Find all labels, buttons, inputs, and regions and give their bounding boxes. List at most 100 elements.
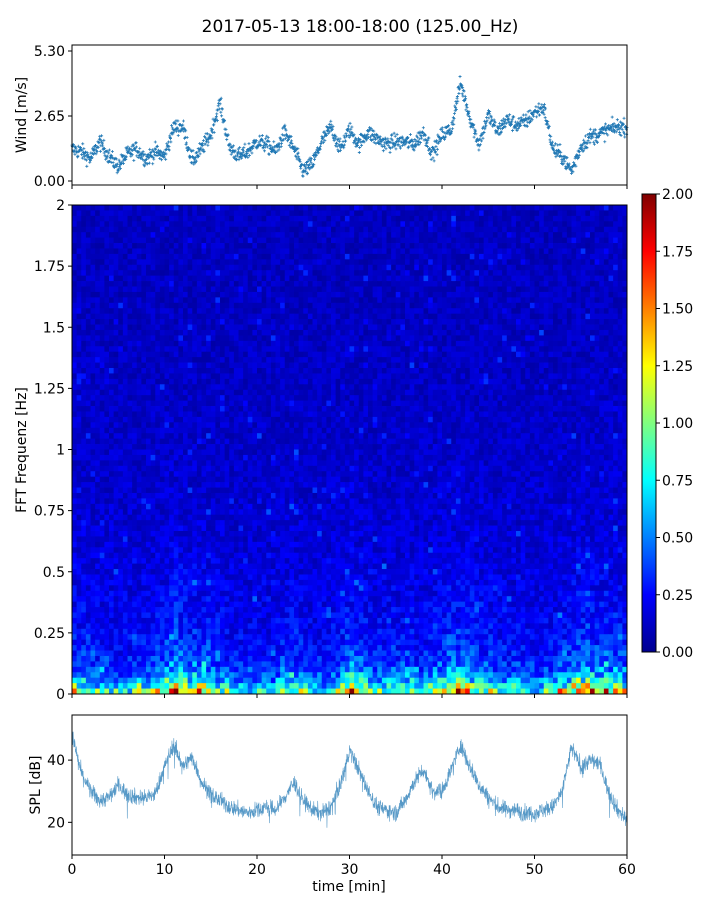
spectrogram-cell	[548, 346, 554, 353]
spectrogram-cell	[548, 243, 554, 249]
spectrogram-cell	[247, 253, 253, 260]
spectrogram-cell	[566, 346, 572, 353]
spectrogram-cell	[363, 351, 369, 358]
spectrogram-cell	[201, 221, 207, 228]
wind-point	[511, 129, 515, 133]
spectrogram-cell	[122, 205, 128, 211]
spectrogram-cell	[169, 259, 175, 266]
spectrogram-cell	[344, 226, 350, 233]
spectrogram-cell	[257, 264, 263, 271]
wind-point	[451, 127, 455, 131]
spectrogram-cell	[109, 275, 115, 282]
spectrogram-cell	[90, 302, 96, 309]
spectrogram-cell	[608, 351, 614, 358]
spectrogram-cell	[321, 329, 327, 336]
spectrogram-cell	[326, 259, 332, 266]
spectrogram-cell	[243, 210, 249, 217]
spectrogram-cell	[136, 329, 142, 336]
spectrogram-cell	[469, 275, 475, 282]
spectrogram-cell	[247, 232, 253, 238]
spectrogram-cell	[118, 210, 124, 217]
spectrogram-cell	[178, 291, 184, 298]
spectrogram-cell	[252, 259, 258, 266]
spectrogram-cell	[344, 286, 350, 293]
spectrogram-cell	[99, 351, 105, 358]
spectrogram-cell	[414, 259, 420, 266]
spectrogram-cell	[576, 324, 582, 331]
spectrogram-cell	[243, 291, 249, 298]
spectrogram-cell	[562, 259, 568, 266]
spectrogram-cell	[229, 253, 235, 260]
spectrogram-cell	[349, 335, 355, 342]
spectrogram-cell	[585, 243, 591, 249]
spectrogram-cell	[307, 253, 313, 260]
spectrogram-cell	[460, 357, 466, 363]
spectrogram-cell	[395, 259, 401, 266]
spectrogram-cell	[539, 329, 545, 336]
spectrogram-cell	[405, 286, 411, 293]
spectrogram-cell	[391, 340, 397, 347]
spectrogram-cell	[141, 329, 147, 336]
spectrogram-cell	[363, 264, 369, 271]
spectrogram-cell	[233, 297, 239, 304]
spectrogram-cell	[562, 237, 568, 244]
spectrogram-cell	[617, 335, 623, 342]
spectrogram-cell	[243, 215, 249, 222]
spectrogram-cell	[95, 221, 101, 228]
spectrogram-cell	[479, 248, 485, 255]
spectrogram-cell	[261, 351, 267, 358]
wind-point	[452, 122, 456, 126]
spectrogram-cell	[183, 210, 189, 217]
spectrogram-cell	[349, 243, 355, 249]
spectrogram-cell	[488, 264, 494, 271]
spectrogram-cell	[590, 291, 596, 298]
spectrogram-cell	[613, 248, 619, 255]
spectrogram-cell	[492, 259, 498, 266]
spectrogram-cell	[280, 264, 286, 271]
spectrogram-cell	[548, 319, 554, 325]
spectrogram-cell	[312, 302, 318, 309]
spectrogram-cell	[613, 291, 619, 298]
spectrogram-cell	[432, 259, 438, 266]
spectrogram-cell	[252, 215, 258, 222]
spectrogram-cell	[81, 357, 87, 363]
spectrogram-cell	[173, 308, 179, 315]
spectrogram-cell	[520, 248, 526, 255]
spectrogram-cell	[446, 291, 452, 298]
spectrogram-cell	[571, 308, 577, 315]
spectrogram-cell	[150, 270, 156, 277]
wind-ylabel: Wind [m/s]	[14, 77, 30, 153]
spectrogram-cell	[442, 319, 448, 325]
spectrogram-cell	[201, 232, 207, 238]
spectrogram-cell	[99, 259, 105, 266]
spectrogram-cell	[284, 319, 290, 325]
spectrogram-cell	[326, 226, 332, 233]
spectrogram-cell	[418, 329, 424, 336]
spectrogram-cell	[599, 210, 605, 217]
spectrogram-cell	[95, 319, 101, 325]
spectrogram-cell	[289, 275, 295, 282]
spectrogram-cell	[529, 329, 535, 336]
spectrogram-cell	[72, 346, 78, 353]
wind-point	[594, 128, 598, 132]
spectrogram-cell	[331, 259, 337, 266]
spectrogram-cell	[280, 357, 286, 363]
spectrogram-cell	[608, 264, 614, 271]
spectrogram-cell	[529, 308, 535, 315]
wind-point	[203, 142, 207, 146]
spectrogram-cell	[169, 205, 175, 211]
spectrogram-cell	[284, 340, 290, 347]
spectrogram-cell	[317, 281, 323, 287]
spectrogram-cell	[118, 346, 124, 353]
spectrogram-cell	[146, 324, 152, 331]
spectrogram-cell	[132, 297, 138, 304]
spectrogram-cell	[594, 357, 600, 363]
spectrogram-cell	[363, 253, 369, 260]
spectrogram-cell	[548, 281, 554, 287]
spectrogram-cell	[238, 357, 244, 363]
spectrogram-cell	[155, 281, 161, 287]
spectrogram-cell	[252, 313, 258, 320]
spectrogram-cell	[386, 281, 392, 287]
wind-point	[165, 142, 169, 146]
spectrogram-cell	[585, 221, 591, 228]
